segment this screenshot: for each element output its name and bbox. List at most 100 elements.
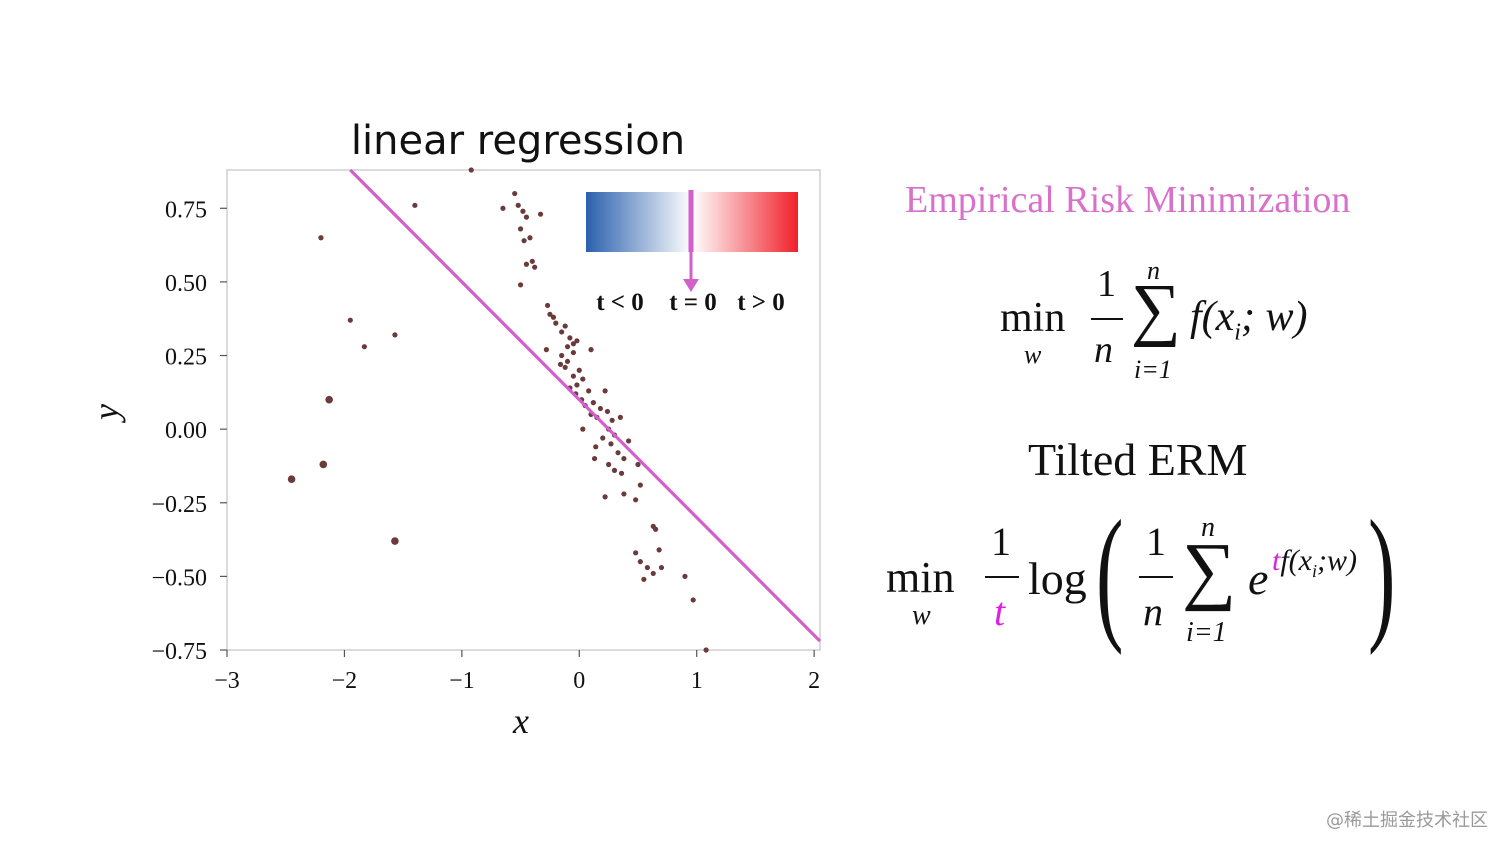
tilted-frac-numerator: 1 (991, 519, 1011, 564)
scatter-point (574, 382, 580, 388)
scatter-point (658, 564, 665, 571)
colorbar-arrow-head (683, 279, 699, 292)
x-tick-label: −1 (449, 668, 475, 694)
erm-frac-numerator: 1 (1097, 263, 1116, 305)
x-axis-ticks: −3 −2 −1 0 1 2 (214, 650, 820, 694)
scatter-point (615, 450, 621, 456)
scatter-point (604, 408, 611, 415)
erm-frac-denominator: n (1094, 329, 1113, 371)
scatter-point (361, 344, 367, 350)
tilted-left-paren: ( (1096, 490, 1124, 656)
scatter-points (287, 167, 709, 653)
plot-area (226, 169, 821, 651)
scatter-point (590, 400, 596, 406)
scatter-point (557, 361, 564, 367)
tilted-inner-denominator: n (1143, 589, 1163, 634)
tilted-exponent-t: t (1272, 544, 1281, 577)
x-tick-label: −3 (214, 668, 240, 694)
scatter-point (412, 202, 418, 208)
y-tick-label: 0.25 (165, 345, 207, 371)
scatter-point (580, 426, 586, 432)
scatter-point (570, 349, 577, 356)
erm-frac-bar (1091, 318, 1123, 320)
scatter-point (633, 550, 639, 556)
x-tick-label: 1 (691, 668, 703, 694)
scatter-point (602, 494, 608, 500)
tilted-log: log (1028, 553, 1087, 604)
erm-min-subscript: w (1024, 340, 1042, 369)
scatter-point (559, 352, 565, 359)
scatter-point (650, 570, 656, 577)
scatter-point (608, 441, 614, 447)
scatter-point (703, 647, 709, 653)
scatter-point (325, 395, 333, 404)
scatter-point (544, 302, 551, 309)
scatter-point (637, 482, 643, 488)
scatter-point (559, 329, 565, 335)
scatter-point (562, 364, 568, 370)
y-tick-label: 0.50 (165, 271, 207, 297)
colorbar-label-positive: t > 0 (737, 289, 785, 316)
scatter-point (570, 341, 577, 347)
scatter-point (617, 414, 623, 420)
scatter-point (517, 282, 524, 288)
scatter-point (550, 314, 557, 320)
scatter-point (593, 444, 599, 450)
x-tick-label: 0 (573, 668, 585, 694)
tilted-exponent-f: f(x (1280, 544, 1312, 577)
erm-sigma: ∑ (1131, 271, 1181, 348)
chart-title: linear regression (351, 118, 685, 164)
scatter-point (644, 564, 650, 571)
tilted-exponent: tf(xi;w) (1272, 544, 1357, 582)
scatter-point (606, 461, 612, 468)
watermark: @稀土掘金技术社区 (1326, 810, 1488, 831)
scatter-point (500, 205, 506, 211)
scatter-point (625, 438, 632, 444)
scatter-point (543, 347, 549, 353)
tilted-frac-denominator-t: t (994, 589, 1006, 634)
erm-title: Empirical Risk Minimization (905, 179, 1351, 221)
scatter-point (574, 338, 580, 344)
scatter-point (586, 388, 592, 394)
scatter-point (690, 597, 696, 603)
x-axis-label: x (512, 701, 529, 741)
tilted-min-subscript: w (912, 600, 931, 631)
scatter-point (597, 405, 604, 412)
scatter-point (633, 497, 639, 503)
scatter-point (567, 335, 573, 341)
scatter-point (564, 344, 571, 350)
scatter-point (591, 455, 598, 462)
scatter-point (553, 320, 559, 326)
tilted-sum-lower: i=1 (1186, 617, 1227, 648)
scatter-point (468, 167, 474, 173)
scatter-point (537, 211, 544, 217)
scatter-point (580, 376, 586, 382)
tilted-e: e (1248, 553, 1269, 604)
scatter-point (523, 214, 530, 220)
scatter-point (562, 323, 568, 329)
scatter-point (521, 238, 527, 244)
scatter-point (570, 373, 577, 379)
erm-term: f(xi; w) (1190, 293, 1307, 346)
y-axis-ticks: 0.75 0.50 0.25 0.00 −0.25 −0.50 −0.75 (151, 197, 227, 665)
scatter-point (618, 470, 625, 476)
scatter-point (588, 347, 594, 353)
scatter-point (347, 317, 353, 323)
scatter-point (529, 258, 535, 264)
erm-term-sub: i (1234, 319, 1241, 346)
linear-regression-chart: linear regression −3 −2 −1 0 1 2 0.75 0.50 0.25… (86, 118, 822, 741)
tilted-min: min (886, 553, 955, 602)
scatter-point (532, 264, 538, 270)
tilted-erm-title: Tilted ERM (1028, 434, 1248, 485)
erm-min: min (1000, 295, 1066, 341)
tilted-exponent-end: ;w) (1317, 544, 1357, 577)
scatter-point (520, 208, 526, 214)
scatter-point (641, 576, 647, 582)
scatter-point (682, 573, 688, 579)
y-tick-label: −0.25 (151, 492, 207, 518)
tilted-inner-frac-bar (1139, 576, 1173, 578)
scatter-point (635, 461, 641, 468)
scatter-point (653, 526, 659, 532)
y-axis-label: y (86, 404, 126, 423)
scatter-point (564, 358, 571, 365)
